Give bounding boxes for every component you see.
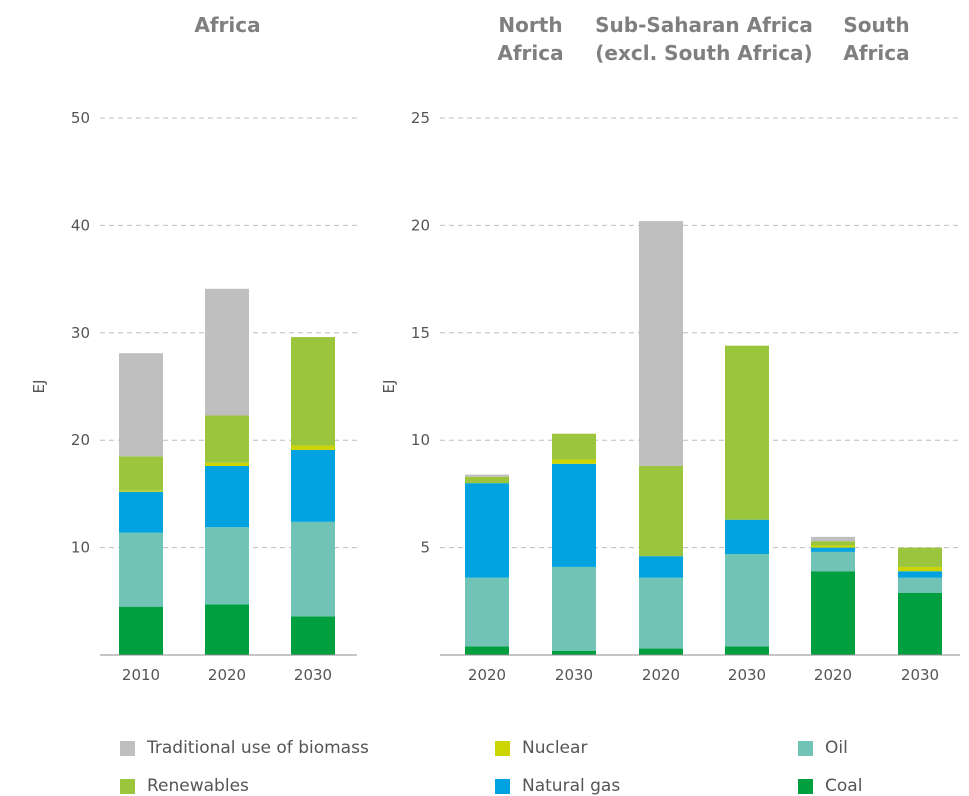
bar-segment-coal (725, 646, 769, 655)
bar-segment-renewables (725, 345, 769, 520)
bar-segment-traditional-use-of-biomass (465, 474, 509, 477)
bar-segment-renewables (639, 465, 683, 557)
group-title-3: Africa (843, 41, 909, 65)
bar-segment-coal (639, 648, 683, 655)
bar-segment-renewables (811, 541, 855, 546)
y-tick-label: 40 (71, 216, 90, 234)
y-axis-label: EJ (380, 380, 398, 394)
y-tick-label: 20 (411, 216, 430, 234)
x-tick-label: 2010 (122, 666, 160, 684)
bar-segment-renewables (552, 433, 596, 460)
bar-segment-traditional-use-of-biomass (205, 288, 249, 416)
bar-segment-oil (898, 577, 942, 593)
bar-segment-oil (725, 554, 769, 647)
group-title-1: North (498, 13, 562, 37)
bar-segment-oil (291, 521, 335, 617)
bar-segment-oil (552, 566, 596, 651)
y-tick-label: 30 (71, 324, 90, 342)
y-tick-label: 15 (411, 324, 430, 342)
bar-segment-coal (811, 571, 855, 655)
bar-segment-natural-gas (639, 556, 683, 578)
x-tick-label: 2030 (555, 666, 593, 684)
bar-segment-oil (811, 551, 855, 572)
bar-segment-traditional-use-of-biomass (119, 353, 163, 457)
x-tick-label: 2020 (468, 666, 506, 684)
chart-panel-2: 5 10 15 20 25 EJ 2020 2030 2020 2030 2020 2030 North… (380, 13, 960, 684)
bar-segment-natural-gas (291, 449, 335, 522)
y-axis-label: EJ (30, 380, 48, 394)
bar-segment-renewables (119, 456, 163, 491)
bar-segment-coal (205, 604, 249, 655)
bar-segment-coal (119, 606, 163, 655)
bar-segment-natural-gas (465, 483, 509, 578)
bar-segment-renewables (291, 337, 335, 446)
x-tick-label: 2030 (294, 666, 332, 684)
bar-segment-nuclear (291, 445, 335, 450)
bar-segment-nuclear (119, 490, 163, 492)
bar-segment-traditional-use-of-biomass (639, 221, 683, 466)
x-tick-label: 2020 (642, 666, 680, 684)
x-tick-label: 2020 (208, 666, 246, 684)
bar-segment-coal (291, 616, 335, 655)
bar-segment-coal (465, 646, 509, 655)
y-tick-label: 25 (411, 109, 430, 127)
bar-segment-natural-gas (811, 547, 855, 552)
bar-segment-coal (552, 650, 596, 655)
bar-segment-oil (205, 527, 249, 605)
bar-segment-oil (119, 532, 163, 607)
bar-segment-traditional-use-of-biomass (811, 536, 855, 542)
x-tick-label: 2030 (901, 666, 939, 684)
bar-segment-oil (639, 577, 683, 649)
group-title-1: Africa (497, 41, 563, 65)
group-title-2: (excl. South Africa) (595, 41, 812, 65)
bar-segment-nuclear (811, 545, 855, 548)
bar-segment-natural-gas (725, 519, 769, 555)
group-title-2: Sub-Saharan Africa (595, 13, 813, 37)
panel-title: Africa (194, 13, 260, 37)
y-tick-label: 10 (71, 539, 90, 557)
x-tick-label: 2020 (814, 666, 852, 684)
bar-segment-natural-gas (205, 465, 249, 528)
x-tick-label: 2030 (728, 666, 766, 684)
bar-segment-nuclear (552, 459, 596, 464)
bar-segment-coal (898, 592, 942, 655)
y-tick-label: 5 (420, 539, 430, 557)
bar-segment-natural-gas (898, 571, 942, 578)
bar-segment-natural-gas (552, 463, 596, 567)
bar-segment-nuclear (205, 462, 249, 466)
y-tick-label: 10 (411, 431, 430, 449)
y-tick-label: 50 (71, 109, 90, 127)
bar-segment-renewables (898, 547, 942, 567)
bar-segment-renewables (465, 476, 509, 484)
bar-segment-nuclear (898, 566, 942, 572)
y-tick-label: 20 (71, 431, 90, 449)
bar-segment-natural-gas (119, 491, 163, 533)
bar-segment-renewables (205, 415, 249, 463)
bar-segment-oil (465, 577, 509, 647)
group-title-3: South (843, 13, 909, 37)
